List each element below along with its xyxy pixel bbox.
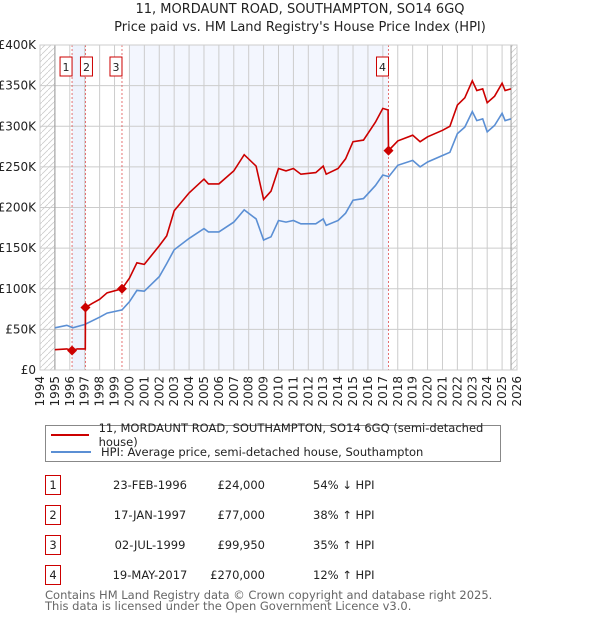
transaction-hpi-change: 12% ↑ HPI: [313, 568, 375, 582]
y-tick-label: £0: [21, 363, 36, 377]
x-tick-label: 1997: [78, 376, 92, 407]
x-tick-label: 2023: [465, 376, 479, 407]
transaction-number: 1: [45, 475, 61, 495]
x-tick-label: 2007: [227, 376, 241, 407]
chart-title: 11, MORDAUNT ROAD, SOUTHAMPTON, SO14 6GQ: [135, 2, 465, 17]
y-tick-label: £400K: [0, 38, 37, 52]
x-tick-label: 2017: [376, 376, 390, 407]
sale-point: [67, 345, 78, 356]
hpi-line: [54, 109, 512, 329]
transaction-price: £77,000: [217, 508, 265, 522]
transaction-date: 17-JAN-1997: [113, 508, 187, 522]
sale-label-box: [376, 56, 390, 77]
legend-item-property: 11, MORDAUNT ROAD, SOUTHAMPTON, SO14 6GQ…: [46, 421, 500, 449]
sale-label-box: [79, 56, 93, 77]
legend-label: HPI: Average price, semi-detached house,…: [101, 445, 424, 459]
x-tick-label: 2010: [272, 376, 286, 407]
sale-label-box: [109, 56, 123, 77]
sale-label: 3: [112, 61, 119, 74]
x-tick-label: 2004: [182, 376, 196, 407]
x-tick-label: 2019: [406, 376, 420, 407]
x-tick-label: 2000: [122, 376, 136, 407]
x-tick-label: 2016: [361, 376, 375, 407]
legend-item-hpi: HPI: Average price, semi-detached house,…: [46, 444, 423, 460]
transaction-hpi-change: 38% ↑ HPI: [313, 508, 375, 522]
x-tick-label: 1996: [63, 376, 77, 407]
x-tick-label: 2006: [212, 376, 226, 407]
x-tick-label: 2025: [495, 376, 509, 407]
x-tick-label: 2009: [257, 376, 271, 407]
sale-label-box: [59, 56, 73, 77]
transaction-date: 23-FEB-1996: [113, 478, 187, 492]
x-tick-label: 2011: [286, 376, 300, 407]
footer-copyright: Contains HM Land Registry data © Crown c…: [45, 588, 493, 602]
x-tick-label: 2013: [316, 376, 330, 407]
x-tick-label: 2001: [137, 376, 151, 407]
transaction-hpi-change: 35% ↑ HPI: [313, 538, 375, 552]
transaction-number: 4: [45, 565, 61, 585]
x-tick-label: 1994: [33, 376, 47, 407]
x-tick-label: 2014: [331, 376, 345, 407]
sale-label: 1: [63, 61, 70, 74]
transaction-number: 3: [45, 535, 61, 555]
legend: 11, MORDAUNT ROAD, SOUTHAMPTON, SO14 6GQ…: [45, 421, 501, 462]
plot-border: [39, 44, 518, 371]
y-tick-label: £100K: [0, 282, 37, 296]
legend-label: 11, MORDAUNT ROAD, SOUTHAMPTON, SO14 6GQ…: [98, 421, 484, 449]
transaction-price: £270,000: [210, 568, 265, 582]
y-tick-label: £50K: [5, 322, 37, 336]
x-tick-label: 2020: [421, 376, 435, 407]
x-tick-label: 2026: [510, 376, 524, 407]
x-tick-label: 2012: [301, 376, 315, 407]
price-chart: 1994 1995 1996 1997 1998 1999 2000 2001 2002 2003…: [0, 38, 524, 407]
x-tick-label: 2024: [480, 376, 494, 407]
sale-point: [383, 145, 394, 156]
x-tick-label: 2018: [391, 376, 405, 407]
x-tick-label: 2022: [450, 376, 464, 407]
legend-swatch-blue: [51, 451, 91, 453]
y-tick-label: £350K: [0, 79, 37, 93]
sale-label: 2: [83, 61, 90, 74]
x-tick-label: 2003: [167, 376, 181, 407]
sale-point: [116, 283, 127, 294]
y-tick-label: £200K: [0, 201, 37, 215]
y-tick-label: £300K: [0, 119, 37, 133]
transaction-hpi-change: 54% ↓ HPI: [313, 478, 375, 492]
transaction-date: 19-MAY-2017: [112, 568, 188, 582]
x-tick-label: 1999: [108, 376, 122, 407]
x-tick-label: 2021: [435, 376, 449, 407]
transaction-price: £99,950: [217, 538, 265, 552]
transaction-price: £24,000: [217, 478, 265, 492]
x-tick-label: 2008: [242, 376, 256, 407]
x-tick-label: 1995: [48, 376, 62, 407]
x-tick-label: 1998: [93, 376, 107, 407]
chart-subtitle: Price paid vs. HM Land Registry's House …: [114, 20, 486, 35]
legend-swatch-red: [51, 434, 89, 436]
x-tick-label: 2015: [346, 376, 360, 407]
y-tick-label: £150K: [0, 241, 37, 255]
transaction-number: 2: [45, 505, 61, 525]
footer-licence: This data is licensed under the Open Gov…: [45, 599, 412, 613]
x-tick-label: 2005: [197, 376, 211, 407]
y-tick-label: £250K: [0, 160, 37, 174]
x-tick-label: 2002: [152, 376, 166, 407]
sale-label: 4: [379, 61, 386, 74]
sale-point: [80, 302, 91, 313]
transaction-date: 02-JUL-1999: [114, 538, 186, 552]
